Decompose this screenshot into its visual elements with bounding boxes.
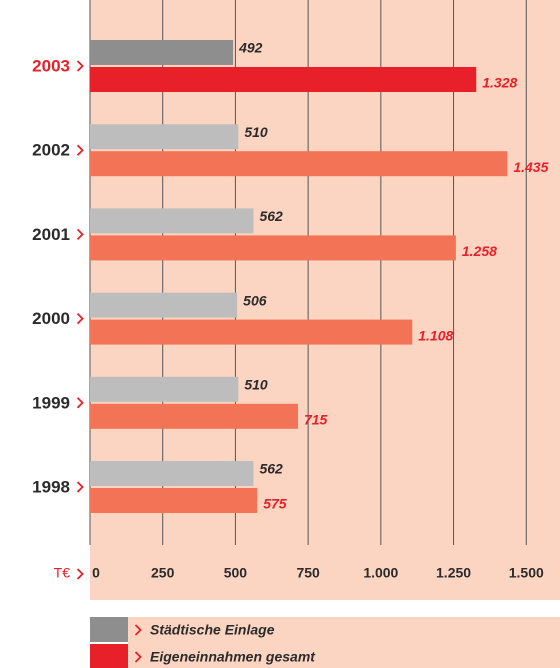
- value-label: 562: [259, 461, 283, 477]
- bar: [90, 67, 477, 92]
- x-tick-label: 0: [92, 565, 100, 581]
- legend-background: [128, 617, 560, 668]
- x-tick-label: 750: [296, 565, 320, 581]
- value-label: 1.258: [462, 243, 497, 259]
- category-label: 2000: [32, 309, 70, 328]
- chevron: [76, 60, 84, 72]
- category-label: 1999: [32, 393, 70, 412]
- value-label: 1.108: [418, 327, 453, 343]
- chevron: [76, 481, 84, 493]
- x-tick-label: 1.500: [509, 565, 544, 581]
- bar: [90, 151, 508, 177]
- value-label: 575: [263, 496, 287, 512]
- bar: [90, 40, 234, 65]
- bar: [90, 292, 238, 318]
- category-label: 1998: [32, 477, 70, 496]
- bar: [90, 488, 258, 513]
- value-label: 715: [304, 412, 328, 428]
- legend-label: Städtische Einlage: [150, 622, 275, 638]
- x-tick-label: 1.000: [363, 565, 398, 581]
- value-label: 1.328: [482, 75, 517, 91]
- chevron: [76, 312, 84, 325]
- bar: [90, 403, 298, 429]
- category-label: 2001: [32, 225, 70, 244]
- value-label: 506: [243, 292, 267, 308]
- x-tick-label: 1.250: [436, 565, 471, 581]
- x-axis-label: T€: [54, 565, 71, 581]
- x-tick-label: 500: [224, 565, 248, 581]
- bar: [90, 319, 413, 345]
- value-label: 1.435: [513, 159, 548, 175]
- category-label: 2002: [32, 141, 70, 160]
- value-label: 510: [244, 377, 268, 393]
- x-tick-label: 250: [151, 565, 175, 581]
- legend-swatch: [90, 644, 128, 668]
- chevron: [76, 228, 84, 241]
- bar: [90, 376, 239, 402]
- legend-label: Eigeneinnahmen gesamt: [150, 649, 316, 665]
- bar: [90, 124, 239, 150]
- value-label: 492: [238, 40, 263, 56]
- legend-swatch: [90, 617, 128, 642]
- category-label: 2003: [32, 56, 70, 75]
- chevron: [134, 651, 142, 663]
- chevron: [76, 397, 84, 409]
- chevron: [76, 144, 84, 156]
- chevron: [134, 624, 142, 636]
- bar: [90, 235, 456, 261]
- bar: [90, 461, 254, 486]
- value-label: 562: [259, 208, 283, 224]
- chevron: [76, 568, 84, 580]
- bar: [90, 208, 254, 234]
- value-label: 510: [244, 124, 268, 140]
